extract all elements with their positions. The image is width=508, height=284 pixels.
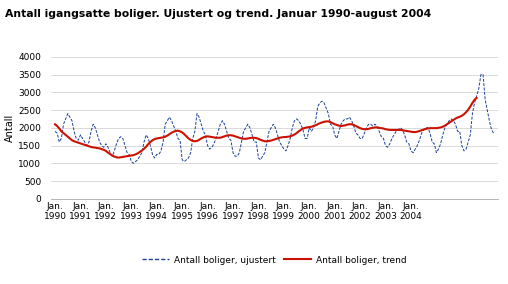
Legend: Antall boliger, ujustert, Antall boliger, trend: Antall boliger, ujustert, Antall boliger… [138, 252, 410, 268]
Text: Antall igangsatte boliger. Ujustert og trend. Januar 1990-august 2004: Antall igangsatte boliger. Ujustert og t… [5, 9, 431, 18]
Y-axis label: Antall: Antall [5, 114, 15, 142]
